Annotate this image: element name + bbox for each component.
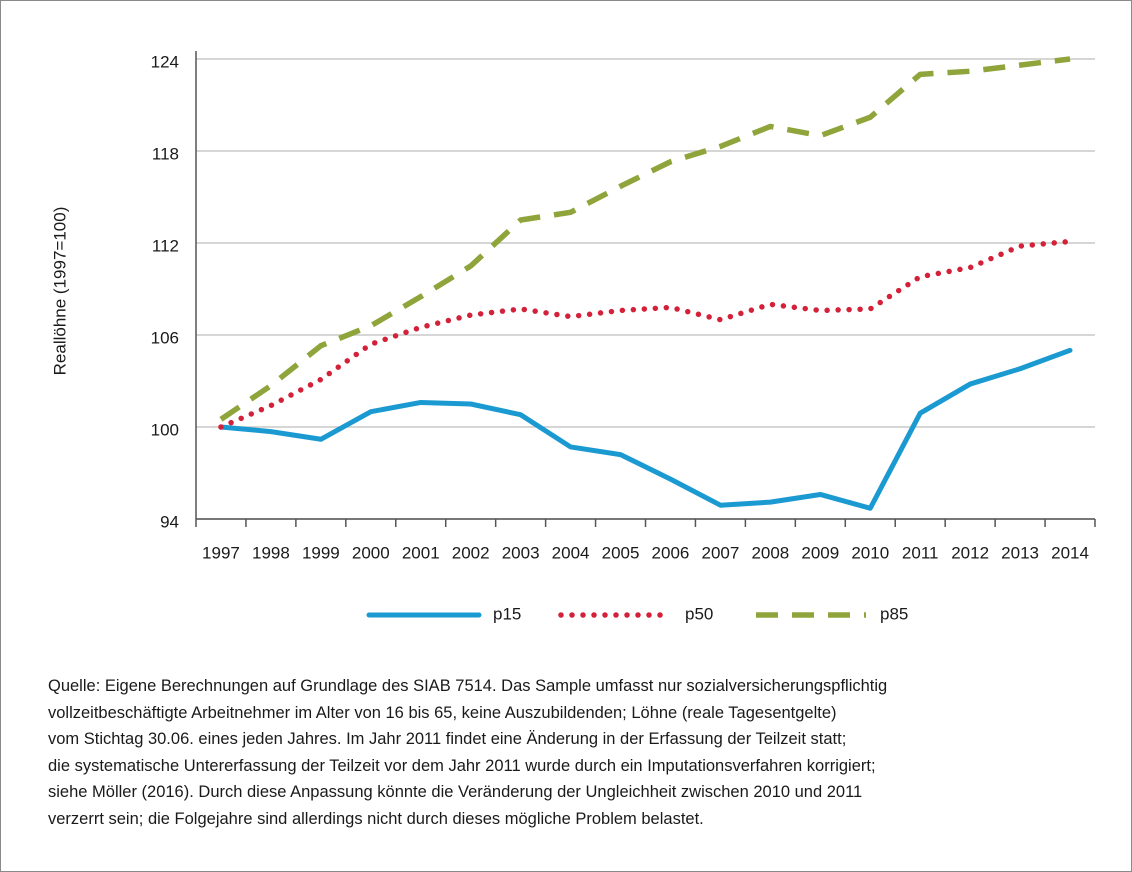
x-tick-label: 2001 bbox=[402, 543, 440, 562]
note-line: vom Stichtag 30.06. eines jeden Jahres. … bbox=[48, 730, 847, 748]
y-tick-label: 94 bbox=[160, 512, 179, 531]
source-note: Quelle: Eigene Berechnungen auf Grundlag… bbox=[48, 673, 1108, 832]
y-tick-label: 100 bbox=[151, 420, 179, 439]
x-tick-label: 1998 bbox=[252, 543, 290, 562]
y-tick-label: 118 bbox=[152, 144, 179, 163]
legend-label: p50 bbox=[685, 604, 713, 623]
x-tick-label: 1999 bbox=[302, 543, 340, 562]
note-line: die systematische Untererfassung der Tei… bbox=[48, 756, 876, 775]
note-line: Quelle: Eigene Berechnungen auf Grundlag… bbox=[48, 677, 888, 695]
y-tick-label: 106 bbox=[151, 328, 179, 347]
y-tick-label: 112 bbox=[152, 236, 179, 255]
line-p85 bbox=[219, 56, 1071, 422]
x-tick-label: 2008 bbox=[751, 543, 789, 562]
chart: Reallöhne (1997=100) 94 100 106 112 118 124 19… bbox=[50, 51, 1096, 623]
x-tick-label: 2014 bbox=[1051, 543, 1089, 562]
legend-label: p85 bbox=[880, 604, 908, 623]
x-tick-label: 2000 bbox=[352, 543, 390, 562]
x-tick-label: 2013 bbox=[1001, 543, 1039, 562]
note-line: verzerrt sein; die Folgejahre sind aller… bbox=[48, 809, 704, 828]
x-tick-label: 2005 bbox=[602, 543, 640, 562]
x-tick-label: 2004 bbox=[552, 543, 590, 562]
x-tick-label: 2010 bbox=[851, 543, 889, 562]
x-tick-label: 2009 bbox=[801, 543, 839, 562]
x-tick-label: 2011 bbox=[902, 543, 939, 562]
y-tick-label: 124 bbox=[151, 52, 179, 71]
line-p15 bbox=[218, 347, 1073, 511]
x-tick-label: 2012 bbox=[951, 543, 989, 562]
note-line: vollzeitbeschäftigte Arbeitnehmer im Alt… bbox=[48, 703, 837, 722]
x-tick-label: 2006 bbox=[652, 543, 690, 562]
note-line: siehe Möller (2016). Durch diese Anpassu… bbox=[48, 783, 863, 801]
x-tick-label: 2003 bbox=[502, 543, 540, 562]
x-tick-label: 2002 bbox=[452, 543, 490, 562]
legend-label: p15 bbox=[493, 604, 521, 623]
x-tick-label: 2007 bbox=[702, 543, 740, 562]
line-p50 bbox=[218, 238, 1073, 430]
y-axis-label: Reallöhne (1997=100) bbox=[50, 207, 69, 376]
x-tick-label: 1997 bbox=[202, 543, 240, 562]
